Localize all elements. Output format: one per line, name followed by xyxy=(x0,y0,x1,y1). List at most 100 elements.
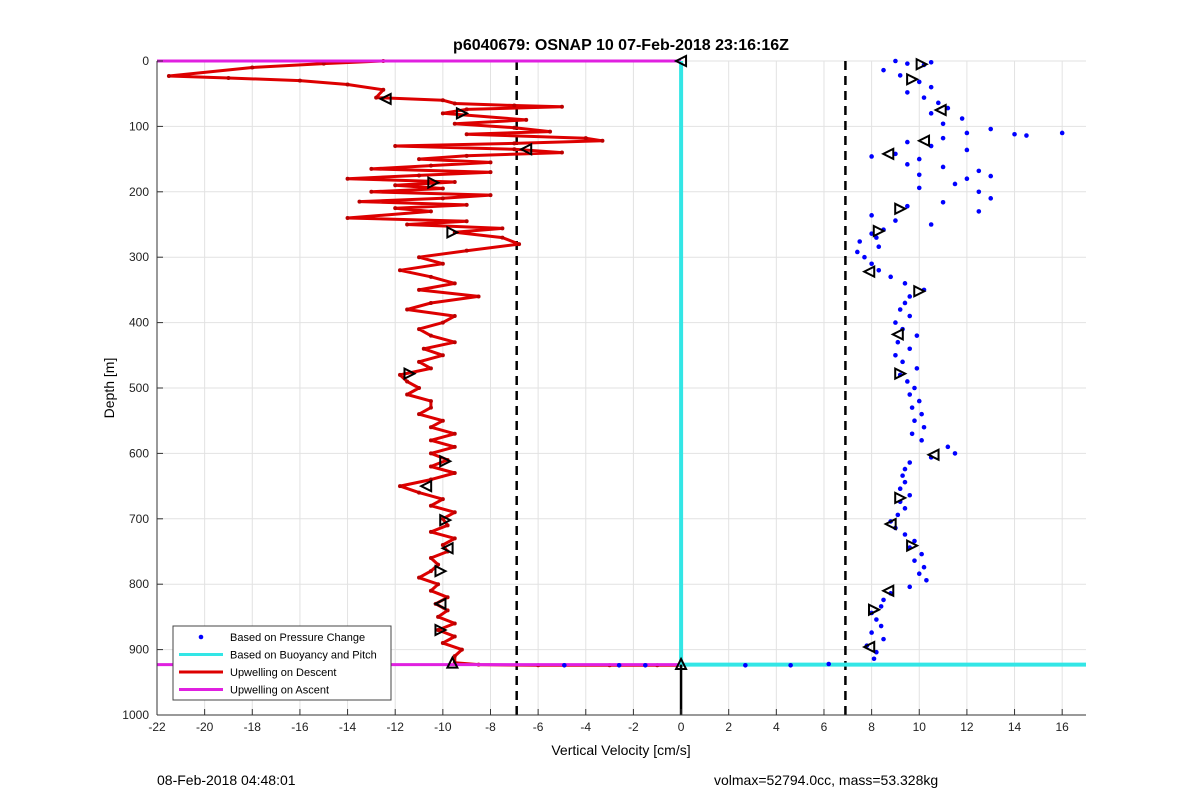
descent-point xyxy=(405,392,410,397)
pressure-point xyxy=(788,662,793,668)
descent-point xyxy=(428,399,433,404)
x-tick-label: -2 xyxy=(628,720,639,734)
descent-point xyxy=(464,202,469,207)
pressure-point xyxy=(855,249,860,255)
direction-marker xyxy=(518,142,533,156)
descent-point xyxy=(428,209,433,214)
descent-point xyxy=(512,125,517,130)
x-tick-label: 16 xyxy=(1055,720,1069,734)
pressure-point xyxy=(914,366,920,371)
direction-marker xyxy=(881,584,895,598)
pressure-point xyxy=(743,662,748,668)
pressure-point xyxy=(964,130,970,136)
descent-point xyxy=(417,327,422,332)
descent-point xyxy=(393,144,398,149)
pressure-point xyxy=(928,111,934,116)
descent-point xyxy=(488,160,493,165)
descent-point xyxy=(405,379,410,384)
descent-point xyxy=(500,235,505,240)
descent-point xyxy=(428,300,433,305)
descent-point xyxy=(452,281,457,286)
direction-marker xyxy=(445,655,459,669)
pressure-point xyxy=(909,405,915,410)
y-tick-label: 200 xyxy=(129,185,149,199)
pressure-point xyxy=(916,156,922,162)
pressure-point xyxy=(893,320,898,325)
descent-point xyxy=(226,76,231,81)
descent-point xyxy=(428,405,433,410)
pressure-point xyxy=(976,189,982,195)
pressure-point xyxy=(988,126,994,132)
pressure-point xyxy=(988,196,994,201)
descent-point xyxy=(445,595,450,600)
y-tick-label: 0 xyxy=(142,54,149,68)
pressure-point xyxy=(976,209,982,214)
pressure-point xyxy=(869,213,874,218)
pressure-point xyxy=(952,181,958,187)
pressure-point xyxy=(916,172,922,178)
descent-point xyxy=(428,425,433,430)
descent-point xyxy=(436,582,441,587)
pressure-point xyxy=(874,617,879,622)
descent-point xyxy=(428,333,433,338)
y-axis-label: Depth [m] xyxy=(101,358,117,419)
pressure-point xyxy=(907,346,913,352)
direction-marker xyxy=(446,225,460,239)
descent-point xyxy=(452,634,457,639)
legend: Based on Pressure Change Based on Buoyanc… xyxy=(172,625,392,701)
direction-marker xyxy=(872,224,886,238)
x-tick-label: 4 xyxy=(773,720,780,734)
pressure-point xyxy=(881,636,886,642)
pressure-point xyxy=(907,294,913,299)
descent-point xyxy=(428,588,433,593)
x-tick-label: 10 xyxy=(913,720,927,734)
pressure-point xyxy=(988,173,994,179)
descent-point xyxy=(417,490,422,495)
buoyancy-series-line xyxy=(679,61,1086,667)
pressure-point xyxy=(914,333,920,338)
pressure-point xyxy=(905,379,910,384)
x-tick-label: -22 xyxy=(148,720,166,734)
y-tick-label: 300 xyxy=(129,250,149,264)
descent-point xyxy=(417,386,422,390)
legend-label: Based on Buoyancy and Pitch xyxy=(230,650,377,662)
y-tick-label: 800 xyxy=(129,577,149,591)
direction-marker xyxy=(894,202,908,216)
descent-point xyxy=(369,189,374,194)
pressure-point xyxy=(826,661,832,667)
pressure-point xyxy=(876,267,882,273)
x-tick-label: 6 xyxy=(821,720,828,734)
legend-label: Upwelling on Ascent xyxy=(230,685,329,697)
descent-point xyxy=(397,484,402,489)
descent-point xyxy=(405,307,410,312)
direction-marker xyxy=(434,623,448,637)
descent-point xyxy=(428,366,433,371)
x-tick-label: -10 xyxy=(434,720,452,734)
descent-point xyxy=(583,136,588,141)
pressure-point xyxy=(919,551,924,557)
descent-point xyxy=(397,268,402,273)
direction-marker xyxy=(433,597,447,611)
descent-point xyxy=(428,503,433,508)
pressure-point xyxy=(616,662,622,668)
descent-point xyxy=(464,132,469,137)
pressure-point xyxy=(907,313,913,319)
pressure-point xyxy=(881,67,886,73)
descent-point xyxy=(417,359,422,364)
y-tick-label: 500 xyxy=(129,381,149,395)
descent-point xyxy=(459,647,464,652)
descent-point xyxy=(440,196,445,201)
direction-marker xyxy=(427,176,441,190)
legend-label: Upwelling on Descent xyxy=(230,667,336,679)
direction-marker xyxy=(894,366,908,381)
descent-point xyxy=(600,138,605,143)
descent-point xyxy=(345,176,350,181)
pressure-point xyxy=(907,584,913,590)
descent-point xyxy=(452,536,457,541)
descent-point xyxy=(452,471,457,476)
descent-point xyxy=(436,562,441,567)
x-tick-label: -16 xyxy=(291,720,309,734)
descent-point xyxy=(436,627,441,632)
descent-point xyxy=(524,117,529,122)
